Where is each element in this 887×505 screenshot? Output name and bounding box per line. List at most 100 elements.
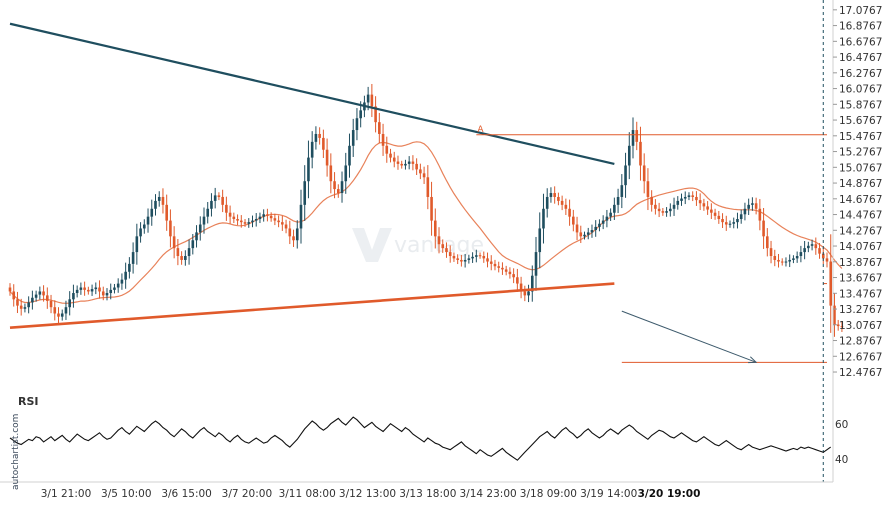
y-tick-label: 15.8767	[839, 99, 882, 111]
candle-body	[478, 255, 482, 257]
candle-body	[225, 204, 228, 213]
candle-body	[460, 259, 463, 262]
candle-body	[400, 163, 404, 166]
y-tick-label: 12.8767	[839, 336, 882, 348]
candle-body	[34, 294, 38, 298]
candle-body	[676, 200, 680, 205]
candle-body	[120, 279, 124, 284]
candle-body	[273, 218, 277, 221]
y-tick-label: 16.2767	[839, 68, 882, 80]
y-tick-label: 14.4767	[839, 210, 882, 222]
candle-body	[42, 291, 45, 296]
candle-body	[146, 216, 150, 225]
candle-body	[232, 216, 236, 220]
candle-body	[266, 214, 269, 216]
candle-body	[579, 232, 583, 237]
y-tick-label: 13.6767	[839, 273, 882, 285]
candle-body	[172, 236, 176, 249]
candle-body	[724, 222, 728, 225]
pattern-lines: A	[9, 0, 827, 482]
candle-body	[713, 212, 717, 216]
x-tick-label: 3/19 14:00	[580, 488, 637, 500]
brand-watermark: vantage	[352, 228, 484, 262]
rsi-panel: RSI 60 40	[9, 395, 848, 466]
candle-body	[475, 255, 478, 257]
candle-body	[392, 157, 396, 162]
candle-body	[150, 208, 154, 217]
candle-body	[213, 195, 217, 201]
candle-body	[780, 261, 784, 263]
candle-body	[46, 295, 49, 301]
candle-body	[616, 196, 620, 205]
candle-body	[743, 208, 747, 215]
x-tick-label: 3/7 20:00	[222, 488, 273, 500]
candle-body	[769, 248, 773, 257]
candle-body	[639, 141, 642, 166]
candle-body	[426, 177, 430, 197]
candle-body	[407, 161, 411, 164]
candle-body	[512, 274, 515, 278]
candle-body	[739, 214, 743, 220]
candle-body	[23, 307, 27, 309]
x-tick-label: 3/13 18:00	[399, 488, 456, 500]
candle-body	[254, 219, 258, 221]
candle-body	[568, 208, 571, 217]
candle-body	[419, 169, 422, 174]
y-tick-label: 15.2767	[839, 147, 882, 159]
x-axis: 3/1 21:00 3/5 10:00 3/6 15:00 3/7 20:00 3/11…	[0, 481, 833, 500]
candle-body	[430, 196, 433, 221]
candle-body	[128, 263, 131, 272]
candle-body	[381, 133, 385, 146]
candle-body	[751, 203, 754, 205]
candle-body	[247, 222, 251, 224]
candle-body	[206, 208, 210, 217]
candle-body	[728, 223, 732, 225]
candle-body	[191, 240, 195, 249]
candle-body	[243, 222, 247, 224]
candle-body	[27, 302, 30, 308]
forecast-arrow-head	[748, 356, 758, 364]
candle-body	[351, 130, 355, 146]
candle-body	[57, 313, 60, 317]
rsi-polyline	[9, 416, 832, 461]
candle-body	[217, 195, 221, 197]
y-tick-label: 14.8767	[839, 178, 882, 190]
candle-body	[411, 161, 415, 164]
rsi-title: RSI	[18, 395, 39, 408]
x-tick-label: 3/11 08:00	[279, 488, 336, 500]
rsi-tick-40: 40	[835, 454, 848, 466]
y-tick-label: 16.6767	[839, 36, 882, 48]
candle-body	[31, 297, 34, 303]
candle-body	[333, 181, 336, 190]
candle-body	[777, 259, 780, 262]
candle-body	[228, 212, 232, 217]
candle-body	[72, 293, 75, 300]
candle-body	[519, 283, 523, 292]
candle-body	[795, 256, 799, 259]
candle-body	[799, 252, 803, 257]
candle-body	[836, 324, 840, 327]
level-a-label: A	[477, 125, 484, 135]
candle-body	[627, 145, 631, 166]
candle-body	[239, 220, 243, 223]
candle-body	[482, 256, 486, 259]
candle-body	[534, 252, 538, 276]
candle-body	[754, 203, 758, 209]
candle-body	[187, 248, 191, 257]
candle-body	[433, 220, 437, 237]
x-tick-label: 3/14 23:00	[460, 488, 517, 500]
candle-body	[807, 245, 810, 249]
candle-body	[83, 287, 86, 290]
candle-body	[698, 200, 702, 204]
candle-body	[792, 258, 795, 260]
candle-body	[202, 216, 206, 225]
y-tick-label: 15.4767	[839, 131, 882, 143]
candle-body	[538, 228, 542, 253]
candle-body	[374, 106, 377, 123]
candle-body	[661, 211, 665, 213]
candle-body	[497, 266, 501, 268]
candle-body	[437, 236, 441, 245]
candle-body	[486, 258, 489, 262]
candle-body	[762, 220, 765, 237]
